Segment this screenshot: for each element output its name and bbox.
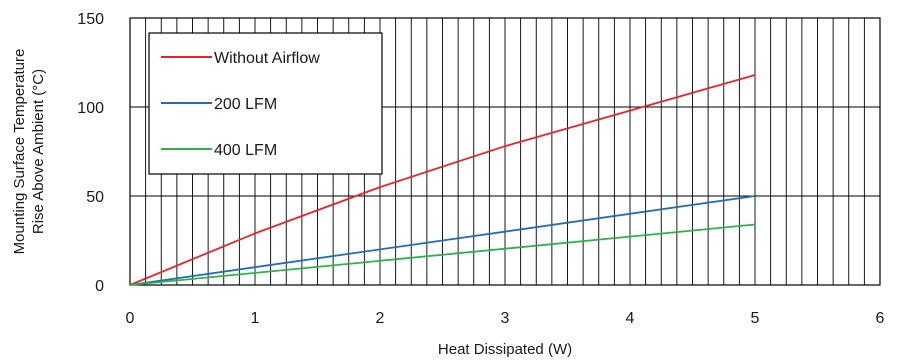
legend: Without Airflow 200 LFM 400 LFM: [148, 32, 383, 175]
series-lines: [129, 74, 756, 286]
x-tick-label: 3: [501, 310, 510, 327]
plot-area-frame: [129, 17, 881, 286]
x-tick-label: 5: [751, 310, 760, 327]
series-line: [129, 74, 756, 286]
x-tick-label: 2: [376, 310, 385, 327]
x-tick-label: 1: [251, 310, 260, 327]
x-axis-title: Heat Dissipated (W): [438, 341, 572, 358]
y-axis-tick-labels: 0 50 100 150: [77, 11, 104, 295]
y-tick-label: 50: [86, 189, 104, 206]
y-axis-title: Mounting Surface Temperature Rise Above …: [11, 49, 47, 255]
series-line: [129, 223, 756, 286]
y-tick-label: 150: [77, 11, 104, 28]
legend-entry: Without Airflow: [214, 50, 320, 67]
legend-entry: 400 LFM: [214, 142, 277, 159]
x-tick-label: 0: [126, 310, 135, 327]
y-axis-title-line-2: Rise Above Ambient (°C): [30, 69, 47, 234]
series-line: [129, 195, 756, 286]
legend-entry: 200 LFM: [214, 96, 277, 113]
x-tick-label: 4: [626, 310, 635, 327]
y-axis-title-line-1: Mounting Surface Temperature: [11, 49, 28, 255]
y-tick-label: 100: [77, 100, 104, 117]
y-tick-label: 0: [95, 278, 104, 295]
x-tick-label: 6: [876, 310, 885, 327]
x-axis-tick-labels: 0 1 2 3 4 5 6: [126, 310, 885, 327]
